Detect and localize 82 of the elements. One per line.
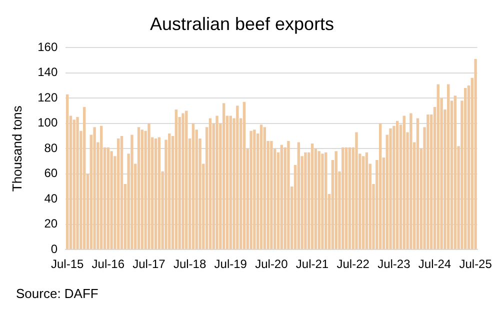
x-tick-label: Jul-15 <box>50 257 84 272</box>
bar <box>82 106 86 250</box>
bar <box>100 126 103 250</box>
y-tick-label: 120 <box>38 90 58 104</box>
bar <box>250 130 252 250</box>
bar <box>348 147 352 250</box>
bar <box>355 132 358 250</box>
x-tick-label: Jul-20 <box>255 257 288 272</box>
bar <box>148 123 150 250</box>
bar <box>110 151 113 250</box>
x-tick-label: Jul-23 <box>378 257 411 272</box>
bar <box>140 130 144 250</box>
bar <box>263 127 266 250</box>
bar <box>116 138 120 250</box>
x-tick-label: Jul-25 <box>459 257 492 272</box>
bar <box>304 152 307 250</box>
bar <box>93 127 96 250</box>
bar <box>474 58 477 250</box>
bar <box>185 110 188 250</box>
y-tick-label: 20 <box>44 216 58 231</box>
bar <box>362 156 365 250</box>
bar <box>342 147 344 250</box>
y-axis-title: Thousand tons <box>9 105 24 192</box>
bar <box>216 116 218 250</box>
bar <box>324 152 328 250</box>
x-tick-label: Jul-18 <box>173 257 206 272</box>
bar <box>72 120 76 250</box>
bar <box>396 120 399 250</box>
x-tick-label: Jul-19 <box>214 257 248 272</box>
bar <box>208 118 212 250</box>
bar <box>270 141 273 250</box>
y-tick-label: 0 <box>50 242 58 256</box>
bar <box>446 84 450 250</box>
bar <box>174 109 178 250</box>
y-tick-label: 40 <box>44 191 58 206</box>
bar <box>106 147 110 250</box>
chart-title: Australian beef exports <box>150 14 334 34</box>
bar <box>378 123 382 250</box>
bar <box>310 144 314 250</box>
y-tick-label: 160 <box>38 40 58 54</box>
bar <box>410 113 412 250</box>
y-tick-label: 80 <box>44 140 58 155</box>
y-tick-label: 100 <box>38 116 58 130</box>
bar <box>168 133 171 250</box>
bar <box>402 116 406 250</box>
bar <box>260 124 263 250</box>
bar <box>76 117 79 250</box>
y-tick-label: 140 <box>38 65 58 80</box>
bar <box>280 144 284 250</box>
bar <box>154 138 158 250</box>
bar <box>321 154 324 250</box>
bar <box>334 151 338 250</box>
bar <box>426 114 430 250</box>
bar <box>416 118 420 250</box>
bar <box>365 152 368 250</box>
bar <box>120 136 124 250</box>
bar <box>454 96 457 250</box>
y-tick-label: 60 <box>44 166 58 180</box>
bar <box>436 84 440 250</box>
bar <box>130 134 134 250</box>
bar <box>236 106 239 250</box>
x-tick-label: Jul-17 <box>132 257 166 272</box>
bar <box>389 128 392 250</box>
bar <box>66 94 69 250</box>
bar <box>229 116 232 250</box>
bar <box>297 142 300 250</box>
bar <box>464 88 467 250</box>
bar <box>344 147 348 250</box>
source-note: Source: DAFF <box>16 286 98 301</box>
x-tick-label: Jul-21 <box>296 257 329 272</box>
bar <box>242 102 246 250</box>
bar <box>287 141 290 250</box>
x-tick-label: Jul-22 <box>336 257 370 272</box>
bar <box>222 103 226 250</box>
bar <box>182 113 184 250</box>
bar <box>253 130 256 250</box>
x-tick-label: Jul-16 <box>92 257 125 272</box>
bar <box>137 127 140 250</box>
bar <box>158 137 161 250</box>
bar <box>192 123 195 250</box>
bar <box>318 151 320 250</box>
x-tick-label: Jul-24 <box>418 257 452 272</box>
